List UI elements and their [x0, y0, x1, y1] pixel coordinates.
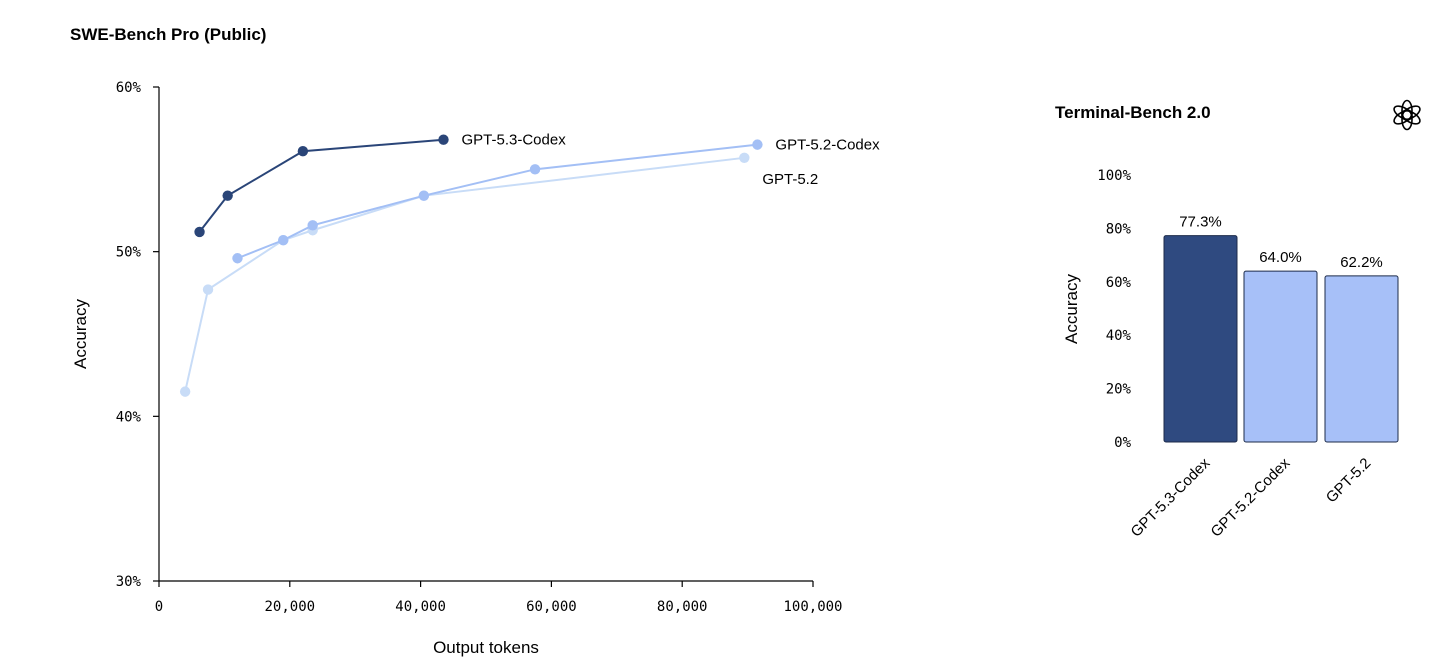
series-line-gpt-5-3-codex [198, 138, 444, 233]
data-point-gpt-5-3-codex [438, 134, 449, 145]
bar-value-label-gpt-5-2-codex: 64.0% [1259, 249, 1302, 266]
swe-bench-x-axis-label: Output tokens [433, 638, 539, 657]
swe-bench-y-tick-label: 60% [116, 80, 142, 96]
swe-bench-y-tick-label: 50% [116, 245, 142, 261]
terminal-bench-y-tick-label: 40% [1106, 328, 1132, 344]
terminal-bench-bars: 77.3% GPT-5.3-Codex 64.0% GPT-5.2-Codex 62.2… [1128, 214, 1399, 541]
terminal-bench-y-tick-label: 0% [1114, 435, 1131, 451]
swe-bench-x-tick-label: 80,000 [657, 599, 708, 615]
openai-logo-icon [1393, 99, 1421, 131]
series-line-gpt-5-2 [184, 156, 745, 392]
data-point-gpt-5-2 [739, 152, 750, 164]
series-label-gpt-5-2-codex: GPT-5.2-Codex [775, 137, 880, 154]
data-point-gpt-5-2-codex [418, 190, 430, 201]
data-point-gpt-5-2-codex [232, 253, 243, 264]
terminal-bench-y-tick-label: 100% [1097, 168, 1131, 184]
swe-bench-x-tick-label: 60,000 [526, 599, 577, 615]
series-gpt-5-2-codex: GPT-5.2-Codex [232, 137, 880, 264]
bar-value-label-gpt-5-2: 62.2% [1340, 254, 1383, 271]
swe-bench-y-axis-label: Accuracy [71, 299, 90, 369]
bar-category-label-gpt-5-2-codex: GPT-5.2-Codex [1208, 454, 1294, 540]
swe-bench-axes: 0 20,000 40,000 60,000 80,000 100,000 30% 40% 50… [116, 80, 843, 615]
data-point-gpt-5-3-codex [222, 190, 233, 201]
swe-bench-chart: SWE-Bench Pro (Public) 0 20,000 40,000 60,0… [70, 25, 880, 657]
swe-bench-x-tick-label: 20,000 [265, 599, 316, 615]
data-point-gpt-5-2 [179, 386, 191, 397]
swe-bench-y-tick-label: 30% [116, 574, 142, 590]
bar-gpt-5-3-codex [1163, 235, 1238, 443]
swe-bench-x-tick-label: 100,000 [783, 599, 842, 615]
swe-bench-x-tick-label: 0 [155, 599, 163, 615]
terminal-bench-title: Terminal-Bench 2.0 [1055, 103, 1211, 122]
data-point-gpt-5-2-codex [529, 164, 541, 175]
data-point-gpt-5-2 [202, 284, 214, 295]
data-point-gpt-5-3-codex [194, 226, 205, 238]
data-point-gpt-5-2-codex [307, 220, 318, 231]
terminal-bench-y-tick-label: 80% [1106, 221, 1132, 237]
terminal-bench-y-tick-label: 20% [1106, 382, 1132, 398]
series-line-gpt-5-2-codex [237, 143, 758, 260]
data-point-gpt-5-2-codex [278, 234, 289, 246]
terminal-bench-axes: 0% 20% 40% 60% 80% 100% [1097, 168, 1131, 451]
logo-petal [1393, 105, 1413, 121]
swe-bench-title: SWE-Bench Pro (Public) [70, 25, 266, 44]
bar-gpt-5-2-codex [1243, 270, 1318, 443]
series-label-gpt-5-3-codex: GPT-5.3-Codex [461, 132, 566, 149]
bar-value-label-gpt-5-3-codex: 77.3% [1179, 214, 1222, 231]
terminal-bench-y-tick-label: 60% [1106, 275, 1132, 291]
terminal-bench-chart: Terminal-Bench 2.0 0% 20% 40% 60% 80% 100% 77… [1055, 103, 1399, 541]
bar-gpt-5-2 [1324, 275, 1399, 443]
series-label-gpt-5-2: GPT-5.2 [762, 171, 818, 188]
swe-bench-x-tick-label: 40,000 [395, 599, 446, 615]
series-gpt-5-3-codex: GPT-5.3-Codex [194, 132, 566, 238]
bar-category-label-gpt-5-2: GPT-5.2 [1323, 455, 1375, 507]
swe-bench-series: GPT-5.2 GPT-5.2-Codex GPT-5.3-Codex [179, 132, 880, 397]
series-gpt-5-2: GPT-5.2 [179, 152, 818, 397]
logo-petal [1393, 109, 1413, 125]
data-point-gpt-5-3-codex [297, 146, 309, 157]
data-point-gpt-5-2-codex [752, 139, 763, 150]
bar-category-label-gpt-5-3-codex: GPT-5.3-Codex [1128, 454, 1214, 540]
terminal-bench-y-axis-label: Accuracy [1062, 274, 1081, 344]
swe-bench-y-tick-label: 40% [116, 409, 142, 425]
